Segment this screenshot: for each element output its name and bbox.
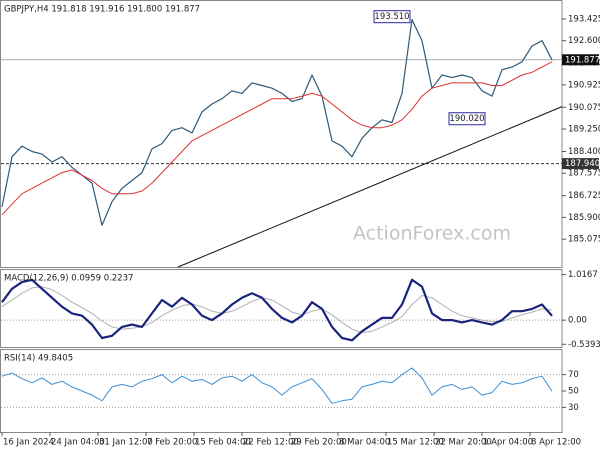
panel-title: MACD(12,26,9) 0.0959 0.2237 [4,274,133,284]
y-tick-label: 190.925 [568,80,600,90]
price-box [562,158,599,170]
price-box-label: 187.940 [565,159,600,169]
annotation-box [373,10,411,24]
x-tick-label: 16 Jan 2024 [3,438,54,448]
y-tick-label: 192.600 [568,36,600,46]
series-line [1,278,553,342]
watermark: ActionForex.com [353,223,511,245]
panel-title: GBPJPY,H4 191.818 191.916 191.800 191.87… [4,5,200,15]
x-tick-label: 22 Mar 20:00 [435,438,492,448]
series-line [1,286,553,334]
series-line [1,19,553,226]
y-tick-label: 1.0167 [568,270,598,280]
y-tick-label: 70 [568,370,579,380]
x-tick-label: 29 Feb 20:00 [291,438,347,448]
series-line [1,61,553,216]
y-tick-label: 185.075 [568,235,600,245]
y-tick-label: 193.425 [568,14,600,24]
y-tick-label: 188.400 [568,147,600,157]
y-tick-label: 189.250 [568,125,600,135]
x-tick-label: 15 Mar 12:00 [387,438,444,448]
x-tick-label: 22 Feb 12:00 [243,438,299,448]
y-tick-label: 0.00 [568,316,587,326]
panel-frame [0,0,563,268]
annotation-box [448,112,486,126]
x-tick-label: 8 Mar 04:00 [339,438,390,448]
y-tick-label: -0.5393 [568,340,600,350]
x-tick-label: 1 Apr 04:00 [483,438,533,448]
panel-title: RSI(14) 49.8405 [4,354,73,364]
y-tick-label: 30 [568,403,579,413]
price-box-label: 191.877 [565,55,600,65]
y-tick-label: 50 [568,387,579,397]
annotation-label: 193.510 [374,12,409,22]
y-tick-label: 190.075 [568,103,600,113]
x-tick-label: 24 Jan 04:00 [51,438,105,448]
y-tick-label: 186.725 [568,191,600,201]
x-tick-label: 8 Apr 12:00 [531,438,581,448]
x-tick-label: 15 Feb 04:00 [195,438,251,448]
trendline [177,106,563,268]
panel-frame [0,269,563,348]
annotation-label: 190.020 [449,114,484,124]
x-tick-label: 31 Jan 12:00 [99,438,153,448]
y-tick-label: 185.900 [568,213,600,223]
price-box [562,54,599,66]
y-tick-label: 187.575 [568,169,600,179]
x-tick-label: 7 Feb 20:00 [147,438,197,448]
series-line [1,367,553,404]
